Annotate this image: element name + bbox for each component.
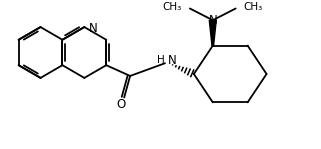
Text: O: O (117, 98, 126, 111)
Text: CH₃: CH₃ (163, 1, 182, 11)
Text: H: H (157, 55, 165, 65)
Polygon shape (209, 20, 216, 46)
Text: N: N (168, 54, 177, 67)
Text: N: N (89, 22, 98, 35)
Text: N: N (208, 14, 217, 27)
Text: CH₃: CH₃ (244, 1, 263, 11)
